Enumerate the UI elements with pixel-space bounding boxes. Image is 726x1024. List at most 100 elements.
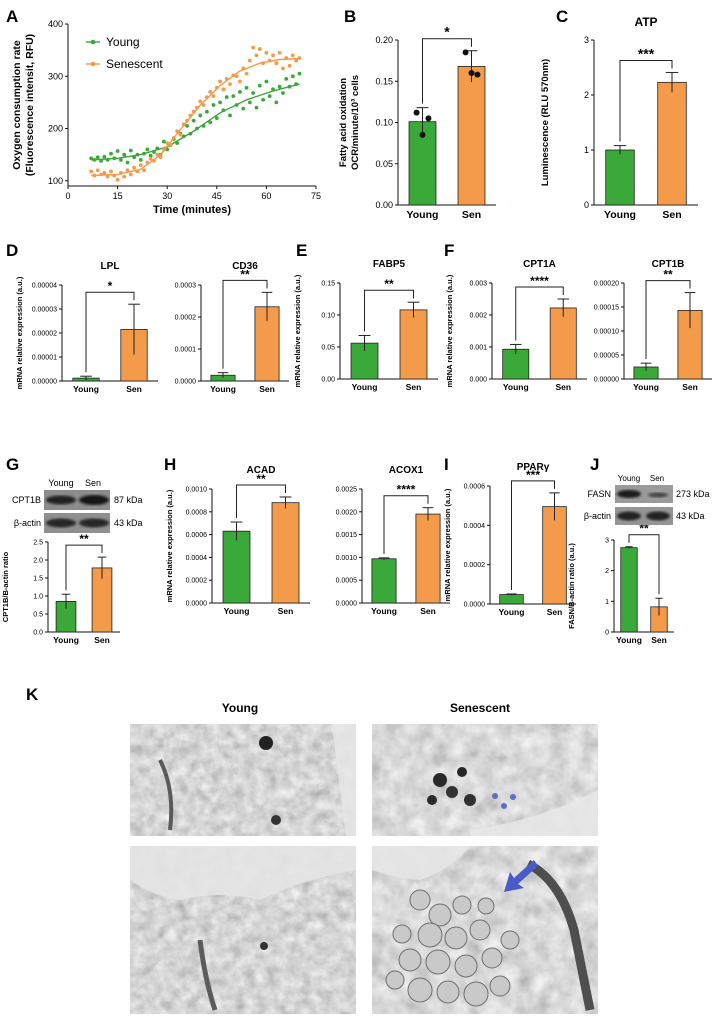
y-tick-label: 0.5 — [33, 611, 43, 618]
y-tick-label: 0.0004 — [464, 523, 486, 530]
data-point — [92, 173, 97, 178]
y-tick-label: 0.00005 — [594, 352, 619, 359]
y-tick-label: 400 — [48, 19, 63, 29]
data-point — [135, 169, 140, 174]
data-point — [175, 141, 180, 146]
micrograph-senescent-bottom — [372, 846, 598, 1014]
data-point — [257, 83, 262, 88]
y-tick-label: 0.0006 — [464, 483, 486, 490]
lipid-droplet — [500, 930, 520, 950]
lipid-droplet — [407, 977, 433, 1003]
blot-g-protein-actin: β-actin — [14, 518, 41, 528]
significance-bracket — [222, 279, 268, 369]
x-tick-label: 15 — [113, 191, 123, 201]
data-point — [145, 147, 150, 152]
y-tick-label: 0.00004 — [32, 282, 57, 289]
y-tick-label: 0.0003 — [175, 282, 197, 289]
data-point — [168, 143, 173, 148]
panel-letter-e: E — [296, 241, 307, 260]
significance-label: *** — [638, 45, 655, 61]
chart-g-cpt1b-ratio: 0.0 0.5 1.0 1.5 2.0 2.5 Young Sen ** CPT1B/B-acti… — [1, 532, 120, 645]
y-tick-label: 0.000 — [469, 376, 487, 383]
data-point — [198, 99, 203, 104]
y-axis-label: Luminescence (RLU 570nm) — [540, 59, 551, 186]
blot-j-band-young-actin — [617, 511, 641, 521]
data-point — [251, 91, 256, 95]
y-tick-label: 0.20 — [375, 35, 393, 45]
x-tick-label: Sen — [420, 606, 436, 616]
data-point — [89, 156, 94, 161]
data-point — [244, 71, 249, 76]
x-tick-label: Young — [499, 607, 525, 617]
micrograph-col-young: Young — [222, 701, 258, 715]
data-point — [251, 45, 256, 50]
blot-g-lane-sen: Sen — [85, 478, 101, 488]
y-tick-label: 0.00001 — [32, 354, 57, 361]
x-tick-label: 0 — [65, 191, 70, 201]
data-point — [128, 148, 133, 153]
x-axis-label: Time (minutes) — [153, 204, 231, 216]
data-point — [161, 139, 166, 144]
micrograph-young-bottom — [130, 846, 356, 1014]
chart-title: ATP — [634, 15, 657, 29]
significance-bracket — [515, 286, 564, 341]
data-point — [105, 157, 110, 162]
data-point — [112, 173, 117, 178]
data-point — [178, 132, 183, 137]
blot-j-band-sen-actin — [646, 511, 670, 521]
blot-j-size-fasn: 273 kDa — [676, 489, 710, 499]
lipid-droplet — [409, 889, 431, 911]
significance-bracket — [645, 280, 691, 360]
data-point — [155, 152, 160, 157]
blot-j-lane-sen: Sen — [650, 474, 664, 483]
y-tick-label: 0.0000 — [336, 600, 358, 607]
y-tick-label: 0.00002 — [32, 330, 57, 337]
significance-label: ** — [639, 522, 649, 536]
chart-title: CPT1A — [523, 259, 556, 270]
legend-marker — [90, 39, 96, 45]
y-tick-label: 0.0002 — [186, 578, 208, 585]
y-tick-label: 2 — [605, 568, 609, 575]
data-point — [254, 53, 259, 58]
data-point — [238, 90, 242, 94]
panel-letter-f: F — [444, 241, 454, 260]
x-tick-label: Young — [210, 384, 236, 394]
data-point — [135, 152, 140, 157]
data-point — [105, 174, 110, 179]
data-point — [287, 63, 292, 68]
data-point — [274, 100, 279, 105]
blot-g-size-cpt1b: 87 kDa — [114, 495, 143, 505]
data-point — [244, 85, 249, 90]
significance-label: **** — [530, 274, 549, 288]
y-tick-label: 0.001 — [469, 344, 487, 351]
x-tick-label: Young — [53, 635, 79, 645]
data-point — [128, 172, 133, 177]
blot-j-membrane-actin — [615, 507, 673, 525]
data-point — [122, 174, 127, 179]
significance-bracket — [619, 59, 673, 142]
data-point — [264, 50, 269, 55]
data-point — [145, 160, 150, 165]
x-tick-label: Sen — [462, 209, 481, 221]
y-axis-label: mRNA relative expression (a.u.) — [443, 488, 452, 601]
significance-label: ** — [240, 267, 250, 281]
y-tick-label: 0.00 — [375, 200, 393, 210]
data-point — [181, 134, 186, 139]
data-point — [95, 168, 100, 173]
panel-letter-a: A — [6, 7, 18, 26]
chart-a-ocr-scatter: 0 15 30 45 60 75 100 200 300 400 Time (minutes) Oxy… — [11, 19, 321, 216]
panel-letter-h: H — [164, 455, 176, 474]
significance-bracket — [628, 534, 660, 595]
x-tick-label: Sen — [682, 382, 698, 392]
x-tick-label: Young — [633, 382, 659, 392]
legend-label: Young — [106, 35, 140, 49]
blot-g-size-actin: 43 kDa — [114, 518, 143, 528]
panel-letter-i: I — [444, 455, 449, 474]
y-tick-label: 0.0001 — [175, 346, 197, 353]
blot-g-membrane-cpt1b — [44, 490, 110, 510]
data-point — [264, 79, 269, 84]
data-point — [201, 103, 206, 107]
data-point — [165, 141, 170, 146]
legend-marker — [90, 61, 96, 67]
y-tick-label: 0.0008 — [186, 509, 208, 516]
